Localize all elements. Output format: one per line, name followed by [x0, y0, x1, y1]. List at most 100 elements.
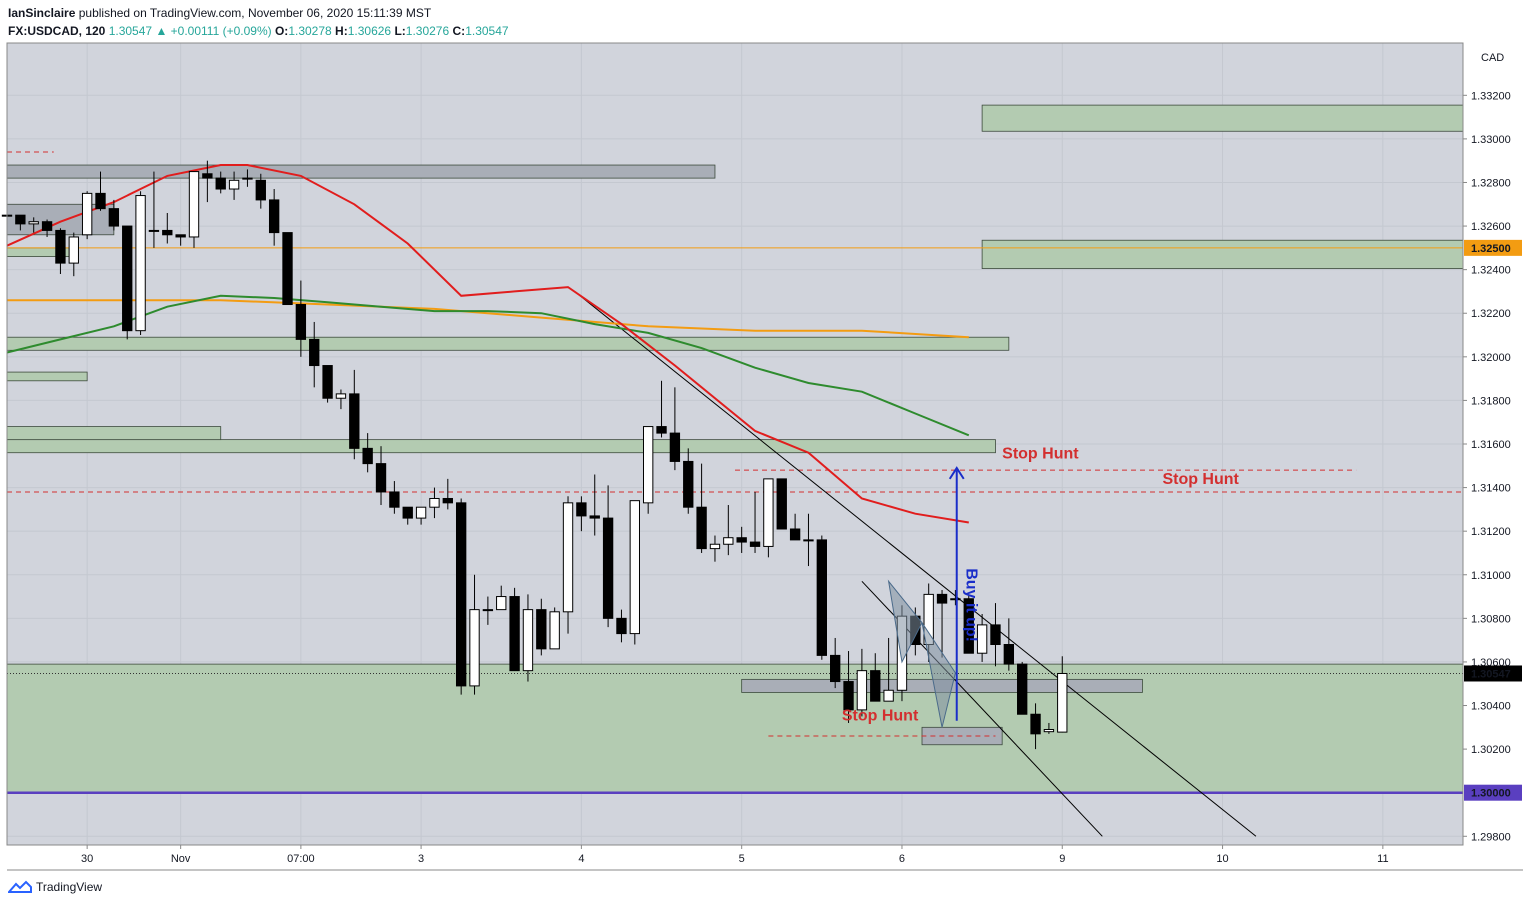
candle	[1057, 656, 1068, 733]
candle-down-body	[1030, 713, 1041, 735]
candle-down-body	[255, 179, 266, 201]
publisher-line: IanSinclaire published on TradingView.co…	[8, 4, 509, 22]
candle	[108, 199, 120, 231]
candle	[148, 171, 160, 248]
candle-up-body	[28, 221, 39, 225]
candle	[1030, 703, 1041, 750]
candle-down-body	[295, 304, 307, 340]
price-zone	[6, 426, 222, 441]
candle-up-body	[950, 598, 961, 601]
candle-down-body	[202, 173, 213, 179]
candle	[295, 280, 307, 357]
open-value: 1.30278	[288, 24, 332, 38]
candle-down-body	[215, 177, 226, 190]
candle	[883, 637, 894, 702]
triangle-pattern	[887, 579, 923, 664]
y-tick-label: 1.33200	[1471, 90, 1511, 102]
candle-up-body	[68, 236, 79, 264]
candle	[429, 487, 440, 519]
candle	[723, 505, 734, 556]
candle	[81, 191, 93, 240]
candle	[242, 169, 253, 187]
candle	[1043, 722, 1055, 734]
y-tick-label: 1.32400	[1471, 265, 1511, 277]
price-label-text: 1.30000	[1471, 788, 1511, 800]
last-price: 1.30547	[108, 24, 153, 38]
candle	[509, 587, 520, 672]
candle-up-body	[335, 393, 347, 399]
candle-down-body	[870, 670, 881, 702]
candle-down-body	[122, 225, 133, 332]
candle-down-body	[442, 497, 453, 504]
x-tick-label: 9	[1059, 853, 1065, 865]
candle	[402, 506, 413, 525]
candle	[455, 498, 467, 695]
candle-down-body	[656, 426, 667, 434]
x-tick-label: 11	[1377, 853, 1388, 865]
candle-down-body	[309, 338, 320, 367]
candle	[496, 585, 507, 611]
candle	[870, 653, 881, 702]
candle-up-body	[803, 539, 814, 542]
ema-mid-line	[6, 294, 970, 437]
price-zone	[6, 164, 716, 179]
candle	[1017, 661, 1028, 715]
candle	[122, 225, 133, 340]
candle-down-body	[362, 447, 373, 465]
candle-up-body	[415, 506, 427, 519]
candle	[950, 590, 961, 606]
y-tick-label: 1.31400	[1471, 483, 1511, 495]
candle	[936, 590, 948, 658]
price-axis	[1463, 43, 1523, 845]
candle-up-body	[496, 596, 507, 611]
candle	[362, 433, 373, 473]
candle	[349, 369, 360, 460]
candle-up-body	[856, 670, 868, 711]
candle-down-body	[162, 229, 173, 236]
candle	[255, 173, 266, 209]
candle-down-body	[455, 502, 467, 687]
candle	[696, 463, 707, 553]
candle-down-body	[990, 624, 1001, 645]
candle-up-body	[135, 195, 146, 332]
candle	[322, 365, 333, 403]
candle-down-body	[536, 609, 547, 650]
candle-down-body	[696, 506, 707, 550]
price-label-text: 1.30547	[1471, 668, 1511, 680]
candle	[576, 496, 587, 532]
y-tick-label: 1.31800	[1471, 395, 1511, 407]
candle	[856, 648, 868, 717]
candle-up-body	[763, 478, 774, 547]
y-tick-label: 1.31600	[1471, 439, 1511, 451]
candle	[549, 607, 560, 650]
author-name[interactable]: IanSinclaire	[8, 6, 76, 20]
x-tick-label: 10	[1216, 853, 1228, 865]
price-label-text: 1.32500	[1471, 243, 1511, 255]
candle	[1003, 618, 1015, 671]
candle-up-body	[883, 689, 894, 702]
published-text: published on TradingView.com, November 0…	[78, 6, 432, 20]
candle-down-body	[322, 365, 333, 399]
y-tick-label: 1.29800	[1471, 831, 1511, 843]
candle-down-body	[602, 517, 614, 619]
x-tick-label: 07:00	[287, 853, 315, 865]
candle	[335, 389, 347, 410]
candle-down-body	[589, 515, 600, 519]
candle-down-body	[509, 596, 520, 672]
open-label: O:	[274, 24, 289, 38]
candle-down-body	[108, 208, 120, 227]
candle	[709, 535, 721, 562]
symbol-name[interactable]: FX:USDCAD, 120	[8, 24, 106, 38]
price-zone	[981, 239, 1464, 269]
candle	[215, 171, 226, 194]
candle	[95, 171, 106, 211]
candle-down-body	[736, 537, 747, 543]
candle	[469, 574, 480, 695]
candle	[736, 526, 747, 553]
candle-down-body	[749, 541, 761, 547]
x-tick-label: 30	[81, 853, 93, 865]
candle	[789, 513, 801, 541]
tradingview-branding[interactable]: TradingView	[8, 880, 102, 894]
candle-down-body	[41, 221, 53, 231]
